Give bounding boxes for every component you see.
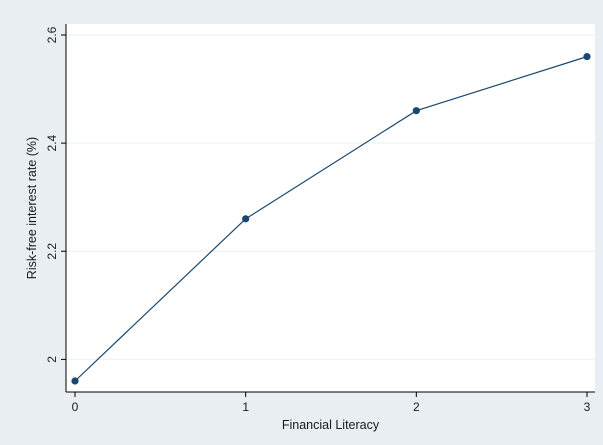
grid-lines [66,34,595,360]
y-tick-label: 2 [45,356,59,363]
y-axis-ticks: 2 2.2 2.4 2.6 [45,26,66,363]
plot-area [66,24,595,392]
x-tick-label: 2 [413,400,420,414]
data-point-marker [412,107,420,115]
x-tick-label: 1 [242,400,249,414]
data-point-marker [71,377,79,385]
y-tick-label: 2.2 [45,243,59,260]
x-axis-ticks: 0 1 2 3 [72,392,591,414]
y-tick-label: 2.4 [45,134,59,151]
y-tick-label: 2.6 [45,26,59,43]
series-line [74,56,588,382]
x-axis-title: Financial Literacy [282,418,380,432]
data-point-marker [583,53,591,61]
x-tick-label: 0 [72,400,79,414]
y-axis-title: Risk-free interest rate (%) [25,137,39,279]
series-group [71,53,591,385]
data-point-marker [242,215,250,223]
x-tick-label: 3 [584,400,591,414]
